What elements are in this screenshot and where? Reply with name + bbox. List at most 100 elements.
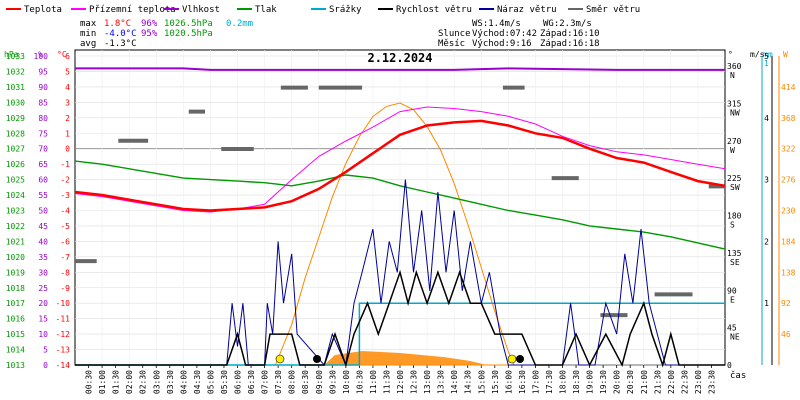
humidity-tick: 55 [38,191,48,200]
stat-max-temp: 1.8°C [104,19,131,29]
stat-max-label: max [80,19,97,29]
x-tick-label: 23:30 [707,370,716,394]
pressure-tick: 1017 [6,299,25,308]
x-tick-label: 06:00 [234,370,243,394]
legend: Teplota Přízemní teplota Vlhkost Tlak Srážky… [6,5,640,15]
x-tick-label: 02:30 [139,370,148,394]
direction-label: SE [730,258,740,267]
pressure-tick: 1018 [6,284,25,293]
x-tick-label: 14:30 [464,370,473,394]
x-tick-label: 17:30 [545,370,554,394]
x-tick-label: 12:30 [410,370,419,394]
pressure-tick: 1015 [6,330,25,339]
pressure-tick: 1033 [6,52,25,61]
stat-moon-rise: Východ:9:16 [472,39,532,49]
x-tick-label: 04:30 [193,370,202,394]
temperature-tick: -7 [60,253,70,262]
temperature-tick: -12 [56,330,71,339]
stat-min-pres: 1020.5hPa [164,29,213,39]
pressure-tick: 1026 [6,160,25,169]
humidity-tick: 90 [38,83,48,92]
stat-max-pres: 1026.5hPa [164,19,213,29]
direction-label: E [730,295,735,304]
x-tick-label: 04:00 [179,370,188,394]
temperature-tick: 5 [65,67,70,76]
chart-title: 2.12.2024 [367,51,432,65]
x-tick-label: 19:30 [599,370,608,394]
x-tick-label: 07:00 [261,370,270,394]
x-axis-label: čas [730,370,746,381]
x-tick-label: 09:00 [315,370,324,394]
x-tick-label: 01:30 [112,370,121,394]
series-pressure [74,160,726,250]
humidity-tick: 25 [38,284,48,293]
x-tick-label: 00:30 [85,370,94,394]
humidity-tick: 85 [38,98,48,107]
stat-min-temp: -4.0°C [104,29,137,39]
legend-label: Náraz větru [497,5,557,15]
stat-sun-rise: Východ:07:42 [472,29,537,39]
temperature-tick: -4 [60,207,70,216]
series-ground-temperature [74,106,726,213]
wind-tick: 5 [764,52,769,61]
temperature-tick: -3 [60,191,70,200]
pressure-tick: 1014 [6,346,25,355]
stat-avg-label: avg [80,39,96,49]
stat-avg-temp: -1.3°C [104,39,137,49]
humidity-tick: 80 [38,114,48,123]
legend-label: Směr větru [586,5,640,15]
humidity-tick: 10 [38,330,48,339]
legend-label: Srážky [329,5,362,15]
stats-block: max 1.8°C 96% 1026.5hPa 0.2mm min -4.0°C… [80,19,600,49]
direction-tick: 270 [727,137,742,146]
legend-label: Přízemní teplota [89,5,176,15]
x-tick-label: 10:30 [355,370,364,394]
wind-tick: 2 [764,237,769,246]
pressure-tick: 1013 [6,361,25,370]
direction-tick: 0 [727,361,732,370]
series-solar [274,102,515,366]
series-temperature [74,119,726,212]
solar-tick: 276 [781,176,796,185]
pressure-unit: hPa [4,50,19,59]
x-tick-label: 21:30 [653,370,662,394]
stat-max-hum: 96% [141,19,158,29]
pressure-tick: 1022 [6,222,25,231]
x-tick-label: 05:30 [220,370,229,394]
series-wind-gust [75,179,725,367]
humidity-tick: 65 [38,160,48,169]
x-tick-label: 17:00 [531,370,540,394]
temperature-tick: -6 [60,237,70,246]
direction-unit: ° [728,50,733,59]
direction-label: NE [730,333,740,342]
humidity-tick: 0 [43,361,48,370]
legend-label: Rychlost větru [396,5,472,15]
wind-tick: 4 [764,114,769,123]
humidity-tick: 60 [38,176,48,185]
x-tick-label: 09:30 [328,370,337,394]
x-tick-label: 16:00 [504,370,513,394]
x-tick-label: 22:30 [680,370,689,394]
humidity-tick: 30 [38,268,48,277]
temperature-tick: -9 [60,284,70,293]
pressure-tick: 1027 [6,145,25,154]
stat-moon-set: Západ:16:18 [540,39,600,49]
pressure-tick: 1023 [6,207,25,216]
solar-unit: W [783,50,788,59]
x-tick-label: 13:00 [423,370,432,394]
temperature-tick: -5 [60,222,70,231]
direction-label: SW [730,183,740,192]
temperature-tick: 4 [65,83,70,92]
pressure-tick: 1025 [6,176,25,185]
wind-tick: 3 [764,176,769,185]
stat-moon-label: Měsíc [438,39,465,49]
x-tick-label: 02:00 [125,370,134,394]
temperature-tick: 6 [65,52,70,61]
rain-tick: 1 [764,59,769,68]
x-tick-label: 13:30 [437,370,446,394]
x-tick-label: 23:00 [694,370,703,394]
pressure-tick: 1028 [6,129,25,138]
temperature-tick: -14 [56,361,71,370]
x-tick-label: 18:30 [572,370,581,394]
temperature-tick: 2 [65,114,70,123]
